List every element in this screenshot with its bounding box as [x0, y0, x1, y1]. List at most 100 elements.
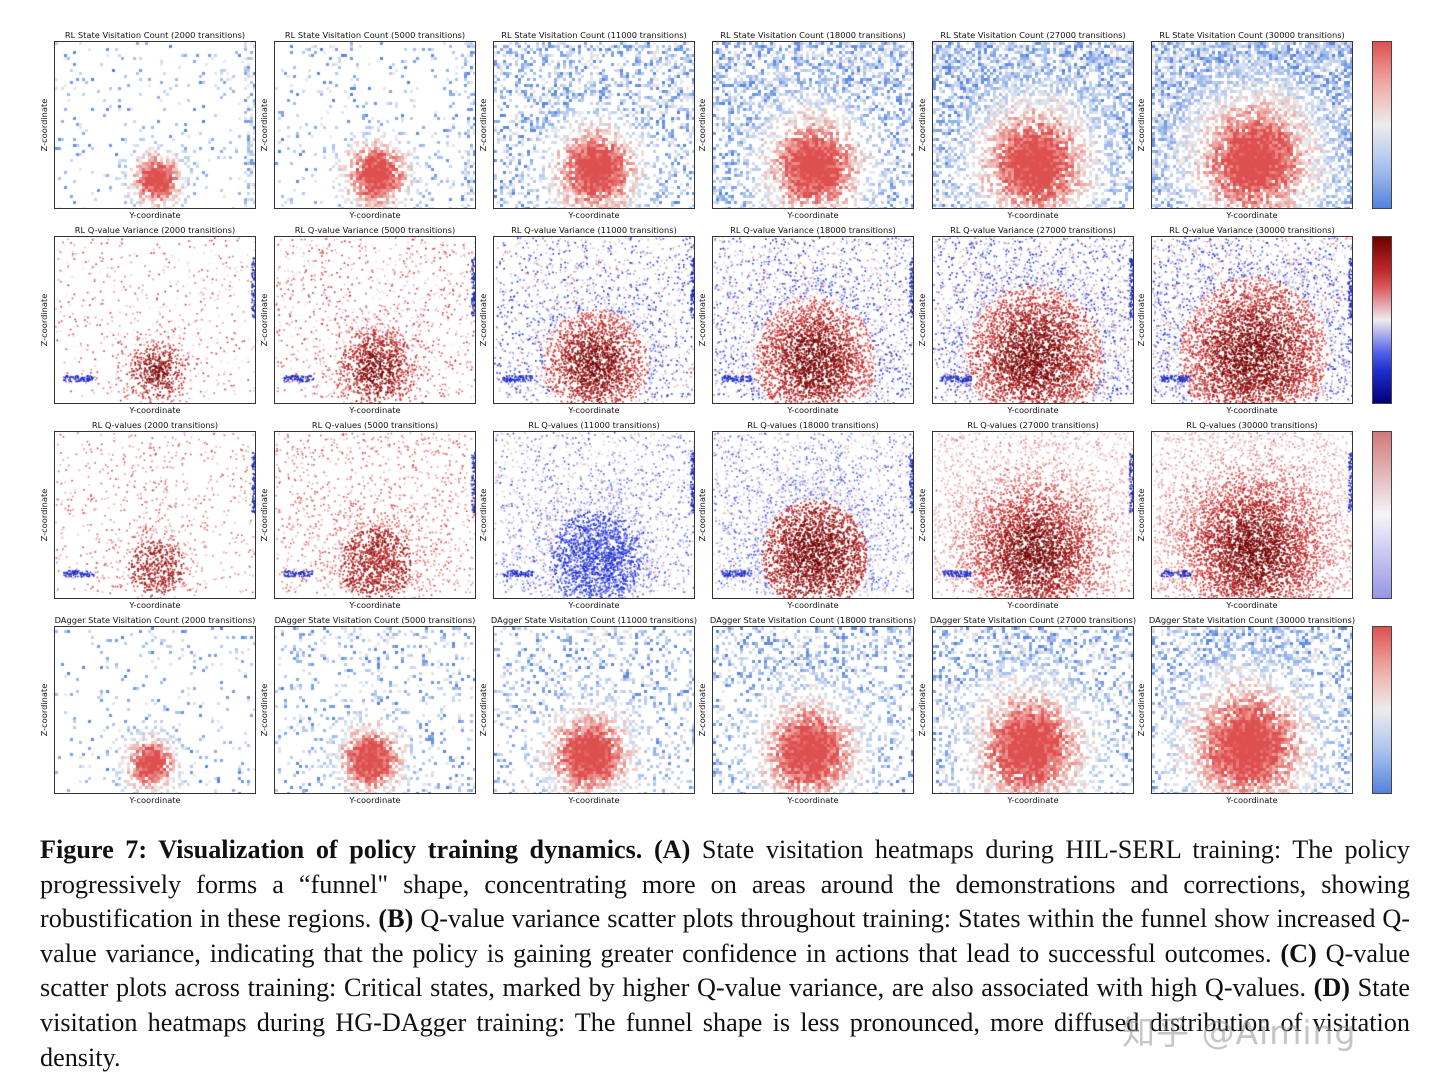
figure-7: RL State Visitation Count (2000 transiti…	[39, 30, 1392, 805]
x-axis-label: Y-coordinate	[129, 795, 181, 805]
panel-title: RL Q-values (30000 transitions)	[1186, 420, 1318, 430]
panel-title: RL Q-value Variance (18000 transitions)	[730, 225, 896, 235]
panel-title: RL State Visitation Count (30000 transit…	[1159, 30, 1345, 40]
caption-tag-a: (A)	[653, 835, 691, 864]
x-axis-label: Y-coordinate	[1007, 405, 1059, 415]
panel-title: DAgger State Visitation Count (18000 tra…	[709, 615, 917, 625]
y-axis-label: Z-coordinate	[259, 488, 269, 542]
plot-panel	[54, 626, 256, 794]
x-axis-label: Y-coordinate	[349, 405, 401, 415]
x-axis-label: Y-coordinate	[787, 795, 839, 805]
plot-panel	[274, 41, 476, 209]
scatter-canvas	[494, 237, 694, 403]
x-axis-label: Y-coordinate	[568, 795, 620, 805]
y-axis-label: Z-coordinate	[259, 293, 269, 347]
caption-text-b: Q-value variance scatter plots throughou…	[40, 904, 1411, 968]
scatter-canvas	[713, 237, 913, 403]
panel-title: RL Q-value Variance (5000 transitions)	[294, 225, 456, 235]
panel-title: DAgger State Visitation Count (30000 tra…	[1148, 615, 1356, 625]
x-axis-label: Y-coordinate	[787, 405, 839, 415]
x-axis-label: Y-coordinate	[568, 405, 620, 415]
y-axis-label: Z-coordinate	[478, 488, 488, 542]
plot-panel	[493, 236, 695, 404]
y-axis-label: Z-coordinate	[917, 683, 927, 737]
y-axis-label: Z-coordinate	[478, 98, 488, 152]
heatmap-canvas	[933, 627, 1133, 793]
scatter-canvas	[1152, 237, 1352, 403]
colorbar	[1372, 236, 1392, 404]
caption-text-c: Q-value scatter plots across training: C…	[40, 938, 1410, 1003]
scatter-canvas	[275, 432, 475, 598]
plot-panel	[932, 626, 1134, 794]
y-axis-label: Z-coordinate	[39, 98, 49, 152]
x-axis-label: Y-coordinate	[1007, 210, 1059, 220]
plot-panel	[712, 626, 914, 794]
scatter-canvas	[494, 432, 694, 598]
heatmap-canvas	[713, 627, 913, 793]
x-axis-label: Y-coordinate	[1007, 795, 1059, 805]
heatmap-canvas	[1152, 42, 1352, 208]
x-axis-label: Y-coordinate	[349, 210, 401, 220]
panel-title: DAgger State Visitation Count (2000 tran…	[54, 615, 256, 625]
panel-title: RL Q-value Variance (27000 transitions)	[950, 225, 1116, 235]
scatter-canvas	[275, 237, 475, 403]
x-axis-label: Y-coordinate	[1226, 600, 1278, 610]
scatter-canvas	[1152, 432, 1352, 598]
x-axis-label: Y-coordinate	[349, 795, 401, 805]
caption-tag-b: (B)	[378, 904, 414, 934]
heatmap-canvas	[494, 42, 694, 208]
x-axis-label: Y-coordinate	[129, 405, 181, 415]
x-axis-label: Y-coordinate	[568, 600, 620, 610]
x-axis-label: Y-coordinate	[129, 210, 181, 220]
panel-title: RL Q-value Variance (2000 transitions)	[74, 225, 236, 235]
panel-title: RL Q-value Variance (11000 transitions)	[511, 225, 677, 235]
y-axis-label: Z-coordinate	[1136, 488, 1146, 542]
panel-title: DAgger State Visitation Count (11000 tra…	[490, 615, 698, 625]
x-axis-label: Y-coordinate	[787, 210, 839, 220]
panel-title: RL Q-values (5000 transitions)	[311, 420, 439, 430]
heatmap-canvas	[713, 42, 913, 208]
y-axis-label: Z-coordinate	[39, 293, 49, 347]
y-axis-label: Z-coordinate	[478, 293, 488, 347]
plot-panel	[712, 431, 914, 599]
x-axis-label: Y-coordinate	[787, 600, 839, 610]
plot-panel	[1151, 236, 1353, 404]
plot-panel	[493, 431, 695, 599]
heatmap-canvas	[275, 627, 475, 793]
x-axis-label: Y-coordinate	[129, 600, 181, 610]
plot-panel	[712, 41, 914, 209]
heatmap-canvas	[55, 627, 255, 793]
heatmap-canvas	[494, 627, 694, 793]
y-axis-label: Z-coordinate	[917, 98, 927, 152]
colorbar	[1372, 626, 1392, 794]
plot-panel	[1151, 41, 1353, 209]
y-axis-label: Z-coordinate	[1136, 293, 1146, 347]
panel-title: RL State Visitation Count (11000 transit…	[501, 30, 687, 40]
panel-title: RL State Visitation Count (5000 transiti…	[284, 30, 466, 40]
x-axis-label: Y-coordinate	[1007, 600, 1059, 610]
scatter-canvas	[933, 237, 1133, 403]
x-axis-label: Y-coordinate	[349, 600, 401, 610]
panel-title: RL Q-values (11000 transitions)	[528, 420, 660, 430]
plot-panel	[932, 236, 1134, 404]
plot-panel	[932, 41, 1134, 209]
y-axis-label: Z-coordinate	[259, 683, 269, 737]
caption-text-a: State visitation heatmaps during HIL-SER…	[40, 835, 1411, 934]
x-axis-label: Y-coordinate	[1226, 795, 1278, 805]
y-axis-label: Z-coordinate	[917, 488, 927, 542]
plot-panel	[54, 431, 256, 599]
scatter-canvas	[933, 432, 1133, 598]
x-axis-label: Y-coordinate	[568, 210, 620, 220]
plot-panel	[493, 41, 695, 209]
y-axis-label: Z-coordinate	[1136, 683, 1146, 737]
panel-title: DAgger State Visitation Count (5000 tran…	[274, 615, 476, 625]
plot-panel	[1151, 626, 1353, 794]
plot-panel	[274, 236, 476, 404]
plot-panel	[1151, 431, 1353, 599]
panel-title: DAgger State Visitation Count (27000 tra…	[929, 615, 1137, 625]
plot-panel	[54, 236, 256, 404]
y-axis-label: Z-coordinate	[697, 488, 707, 542]
heatmap-canvas	[1152, 627, 1352, 793]
scatter-canvas	[713, 432, 913, 598]
y-axis-label: Z-coordinate	[917, 293, 927, 347]
